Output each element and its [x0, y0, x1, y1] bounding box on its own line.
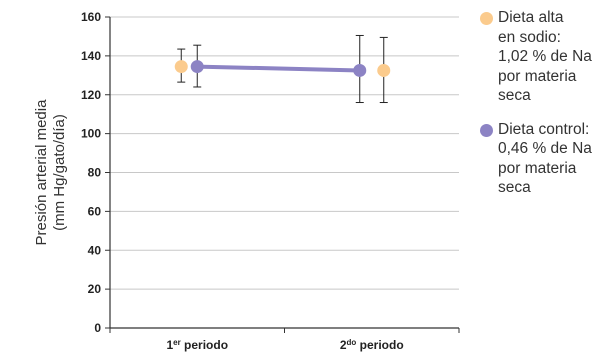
y-tick-label: 140: [81, 49, 101, 63]
y-tick-label: 20: [88, 282, 102, 296]
legend-line: por materia: [498, 159, 577, 177]
y-tick-label: 120: [81, 88, 101, 102]
legend-line: Dieta alta: [498, 9, 564, 26]
legend-item-high-sodium: Dieta alta en sodio: 1,02 % de Na por ma…: [478, 8, 611, 106]
x-category-label: 1er periodo: [166, 338, 228, 352]
legend-item-control: Dieta control: 0,46 % de Na por materia …: [478, 120, 611, 198]
legend-line: 1,02 % de Na: [498, 48, 592, 65]
legend-swatch-control: [480, 123, 493, 137]
y-tick-label: 100: [81, 127, 101, 141]
data-point-control: [190, 60, 204, 74]
legend: Dieta alta en sodio: 1,02 % de Na por ma…: [478, 8, 611, 210]
y-axis-label: Presión arterial media (mm Hg/gato/día): [33, 99, 68, 246]
x-category-label: 2do periodo: [340, 338, 404, 352]
data-point-high-sodium: [174, 60, 188, 74]
axes: [105, 16, 460, 333]
legend-line: seca: [498, 179, 531, 196]
series-line-control: [195, 64, 362, 73]
y-axis-label-line: Presión arterial media: [33, 99, 50, 246]
y-tick-label: 60: [88, 204, 102, 218]
legend-line: por materia: [498, 67, 577, 85]
y-tick-label: 80: [88, 166, 102, 180]
grid-lines: [110, 16, 459, 290]
x-category-labels: 1er periodo 2do periodo: [166, 338, 403, 352]
legend-line: seca: [498, 87, 531, 104]
y-axis-label-line: (mm Hg/gato/día): [51, 114, 68, 231]
y-tick-label: 0: [94, 321, 101, 335]
legend-swatch-high-sodium: [480, 12, 493, 25]
legend-line: Dieta control:: [498, 120, 590, 138]
data-marks: [174, 34, 391, 104]
y-tick-label: 160: [81, 10, 101, 24]
legend-label-high-sodium: Dieta alta en sodio: 1,02 % de Na por ma…: [498, 8, 611, 106]
data-point-high-sodium: [377, 63, 391, 77]
y-tick-label: 40: [88, 243, 102, 257]
legend-line: en sodio:: [498, 28, 561, 46]
y-tick-labels: 0 20 40 60 80 100 120 140 160: [81, 10, 101, 335]
data-point-control: [353, 63, 367, 77]
legend-label-control: Dieta control: 0,46 % de Na por materia …: [498, 120, 611, 198]
legend-line: 0,46 % de Na: [498, 140, 592, 157]
